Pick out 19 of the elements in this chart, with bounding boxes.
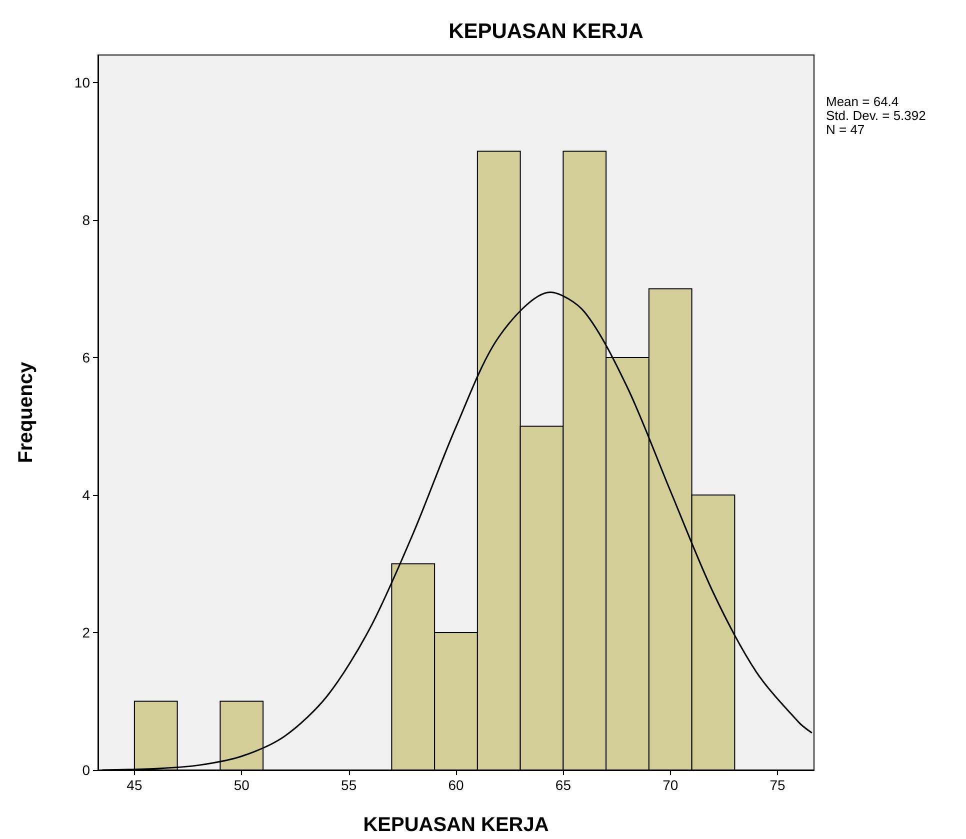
text: Mean = 64.4 bbox=[826, 94, 899, 109]
x-tick-label: 75 bbox=[770, 777, 786, 793]
x-axis-title: KEPUASAN KERJA bbox=[363, 814, 549, 836]
y-tick-label: 8 bbox=[82, 212, 90, 228]
chart-title: KEPUASAN KERJA bbox=[448, 20, 644, 43]
y-tick-label: 2 bbox=[82, 624, 90, 640]
x-tick-label: 70 bbox=[662, 777, 678, 793]
y-tick-label: 0 bbox=[82, 762, 90, 778]
text: N = 47 bbox=[826, 122, 865, 137]
x-tick-label: 60 bbox=[448, 777, 464, 793]
x-tick-label: 65 bbox=[555, 777, 572, 793]
y-axis-title: Frequency bbox=[15, 361, 37, 464]
y-tick-label: 6 bbox=[82, 350, 90, 366]
x-tick-label: 50 bbox=[234, 777, 250, 793]
y-tick-label: 10 bbox=[74, 74, 90, 90]
x-tick-label: 55 bbox=[341, 777, 357, 793]
text: Std. Dev. = 5.392 bbox=[826, 108, 926, 123]
x-tick-label: 45 bbox=[126, 777, 142, 793]
y-tick-label: 4 bbox=[82, 487, 90, 503]
